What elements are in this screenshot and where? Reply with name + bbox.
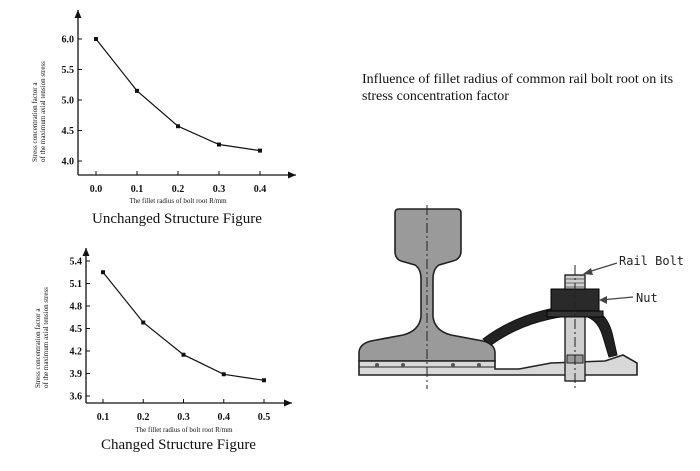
data-point (101, 270, 105, 275)
y-tick-label: 5.1 (70, 279, 83, 290)
rail-bolt-diagram: Rail Bolt Nut (358, 205, 684, 389)
y-axis-arrow (74, 10, 82, 18)
x-tick-label: 0.4 (254, 184, 267, 195)
y-tick-label: 3.9 (70, 369, 83, 380)
y-tick-label: 5.0 (62, 96, 75, 107)
x-tick-label: 0.2 (172, 184, 185, 195)
data-point (181, 352, 186, 357)
x-tick-label: 0.5 (258, 412, 271, 423)
x-tick-label: 0.3 (177, 412, 190, 423)
nut-label: Nut (636, 291, 658, 305)
x-tick-label: 0.3 (213, 184, 226, 195)
y-tick-label: 5.4 (70, 257, 83, 268)
changed-structure-chart: Stress concentration factor a of the max… (34, 248, 292, 434)
y-axis-title: Stress concentration factor a of the max… (34, 287, 50, 388)
data-point (135, 88, 139, 93)
y-axis-arrow (82, 248, 90, 256)
rail-bolt-arrowhead (583, 268, 593, 275)
y-axis-title: Stress concentration factor a of the max… (31, 61, 47, 162)
series-line (102, 271, 265, 381)
data-point (94, 37, 98, 41)
chart-caption-unchanged: Unchanged Structure Figure (92, 211, 262, 227)
x-tick-label: 0.1 (131, 184, 144, 195)
x-axis-title: The fillet radius of bolt root R/mm (135, 426, 233, 434)
data-point (221, 372, 226, 377)
y-tick-label: 4.8 (70, 302, 83, 313)
y-tick-label: 4.2 (70, 347, 83, 358)
y-axis-title-line-1: Stress concentration factor a (31, 82, 39, 162)
x-tick-label: 0.1 (97, 412, 110, 423)
nut-arrowhead (599, 296, 607, 304)
x-axis-arrow (284, 399, 292, 407)
series-line (95, 38, 261, 152)
data-point (141, 320, 146, 325)
page-title: Influence of fillet radius of common rai… (362, 72, 674, 104)
y-tick-label: 4.5 (62, 126, 75, 137)
x-axis-arrow (288, 171, 296, 179)
data-point (217, 142, 221, 147)
y-axis-title-line-1: Stress concentration factor a (34, 308, 42, 388)
x-tick-label: 0.4 (218, 412, 231, 423)
x-tick-label: 0.0 (90, 184, 103, 195)
data-point (258, 148, 262, 153)
chart-caption-changed: Changed Structure Figure (101, 437, 256, 453)
y-tick-label: 4.5 (70, 324, 83, 335)
y-axis-title-line-2: of the maximum axial tension stress (39, 61, 47, 162)
plate-rivets (375, 363, 481, 367)
y-tick-label: 6.0 (62, 35, 75, 46)
x-tick-label: 0.2 (137, 412, 150, 423)
unchanged-structure-chart: Stress concentration factor a of the max… (31, 10, 296, 205)
data-point (176, 124, 180, 129)
data-point (262, 378, 266, 383)
y-axis-title-line-2: of the maximum axial tension stress (42, 287, 50, 388)
x-axis-title: The fillet radius of bolt root R/mm (129, 197, 227, 205)
rail-bolt-label: Rail Bolt (619, 254, 684, 268)
y-tick-label: 4.0 (62, 157, 75, 168)
y-tick-label: 3.6 (70, 392, 83, 403)
y-tick-label: 5.5 (62, 65, 75, 76)
